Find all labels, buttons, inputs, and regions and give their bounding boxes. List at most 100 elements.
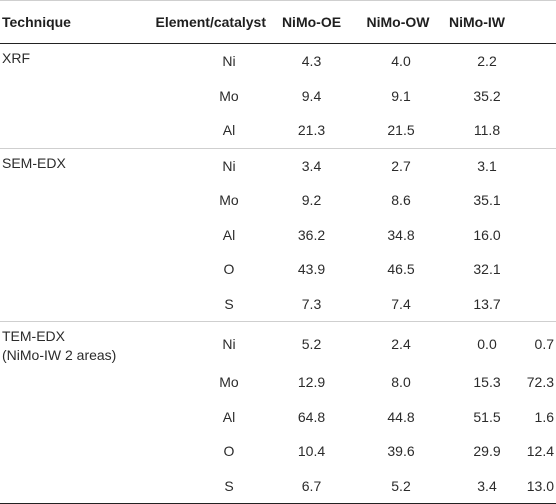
table-row: Al 36.2 34.8 16.0 xyxy=(0,218,556,253)
header-nimo-iw: NiMo-IW xyxy=(441,0,556,44)
nimo-ow-cell: 34.8 xyxy=(387,226,415,243)
nimo-iw-area2-cell xyxy=(519,148,556,183)
nimo-ow-cell: 46.5 xyxy=(387,261,415,278)
nimo-ow-cell: 8.6 xyxy=(391,192,411,209)
nimo-ow-cell: 2.4 xyxy=(391,335,411,352)
nimo-ow-cell: 7.4 xyxy=(355,286,441,322)
nimo-oe-cell: 5.2 xyxy=(301,335,322,352)
element-cell: Al xyxy=(222,408,236,425)
nimo-iw-area2-cell: 12.4 xyxy=(526,443,555,460)
nimo-oe-cell: 7.3 xyxy=(268,286,355,322)
technique-cell-empty xyxy=(0,79,138,114)
technique-cell-empty xyxy=(0,252,138,287)
nimo-oe-cell: 6.7 xyxy=(268,468,355,504)
nimo-oe-cell: 4.3 xyxy=(301,53,322,70)
nimo-iw-area2-cell xyxy=(519,252,556,287)
element-cell: S xyxy=(138,468,268,504)
table-row: Mo 12.9 8.0 15.3 72.3 xyxy=(0,365,556,400)
table-row: SEM-EDX Ni 3.4 2.7 3.1 xyxy=(0,148,556,183)
nimo-iw-area2-cell xyxy=(519,44,556,79)
table-row: Mo 9.4 9.1 35.2 xyxy=(0,79,556,114)
nimo-oe-cell: 12.9 xyxy=(297,374,326,391)
nimo-iw-cell: 11.8 xyxy=(441,113,519,149)
nimo-iw-area2-cell: 72.3 xyxy=(526,374,555,391)
nimo-iw-area2-cell xyxy=(519,183,556,218)
header-element-catalyst: Element/catalyst xyxy=(138,0,268,44)
table-body: XRF Ni 4.3 4.0 2.2 Mo 9.4 9.1 35.2 Al 21.3 21.5 11.8… xyxy=(0,44,556,504)
nimo-iw-cell: 35.1 xyxy=(473,192,501,209)
nimo-iw-cell: 51.5 xyxy=(473,408,501,425)
technique-cell: XRF xyxy=(0,44,138,79)
nimo-ow-cell: 2.7 xyxy=(391,157,411,174)
nimo-iw-area2-cell: 1.6 xyxy=(534,408,555,425)
nimo-iw-cell: 32.1 xyxy=(473,261,501,278)
nimo-oe-cell: 64.8 xyxy=(297,408,326,425)
technique-cell-empty xyxy=(0,365,138,400)
nimo-oe-cell: 9.4 xyxy=(301,87,322,104)
nimo-oe-cell: 3.4 xyxy=(301,157,322,174)
element-cell: Mo xyxy=(219,87,239,104)
table-row: S 7.3 7.4 13.7 xyxy=(0,286,556,322)
nimo-iw-area2-cell xyxy=(519,286,556,322)
nimo-iw-area2-cell xyxy=(519,113,556,149)
nimo-ow-cell: 44.8 xyxy=(387,408,415,425)
nimo-ow-cell: 8.0 xyxy=(391,374,411,391)
technique-label: SEM-EDX xyxy=(2,154,66,171)
element-cell: Ni xyxy=(222,53,236,70)
header-nimo-ow: NiMo-OW xyxy=(355,0,441,44)
header-row: Technique Element/catalyst NiMo-OE NiMo-… xyxy=(0,0,556,44)
technique-label: XRF xyxy=(2,50,30,66)
technique-cell: SEM-EDX xyxy=(0,148,138,183)
nimo-oe-cell: 43.9 xyxy=(297,261,326,278)
nimo-ow-cell: 9.1 xyxy=(391,87,411,104)
nimo-iw-cell: 16.0 xyxy=(473,226,501,243)
table-row: TEM-EDX (NiMo-IW 2 areas) Ni 5.2 2.4 0.0 0.7 xyxy=(0,322,556,366)
element-cell: O xyxy=(223,443,235,460)
element-cell: S xyxy=(138,286,268,322)
element-cell: Mo xyxy=(219,192,239,209)
nimo-iw-cell: 0.0 xyxy=(477,335,497,352)
nimo-oe-cell: 21.3 xyxy=(268,113,355,149)
element-cell: Al xyxy=(138,113,268,149)
technique-cell-empty xyxy=(0,468,138,504)
technique-cell-empty xyxy=(0,434,138,469)
element-cell: Ni xyxy=(222,157,236,174)
table-row: Al 64.8 44.8 51.5 1.6 xyxy=(0,400,556,435)
table-row: O 43.9 46.5 32.1 xyxy=(0,252,556,287)
element-cell: O xyxy=(223,261,235,278)
table-row: XRF Ni 4.3 4.0 2.2 xyxy=(0,44,556,79)
nimo-iw-cell: 13.7 xyxy=(441,286,519,322)
nimo-oe-cell: 9.2 xyxy=(301,192,322,209)
nimo-ow-cell: 39.6 xyxy=(387,443,415,460)
element-cell: Ni xyxy=(222,335,236,352)
technique-label: TEM-EDX xyxy=(2,328,65,344)
nimo-oe-cell: 10.4 xyxy=(297,443,326,460)
nimo-iw-area2-cell xyxy=(519,79,556,114)
nimo-iw-area2-cell xyxy=(519,218,556,253)
technique-cell-empty xyxy=(0,218,138,253)
technique-cell-empty xyxy=(0,183,138,218)
technique-cell: TEM-EDX (NiMo-IW 2 areas) xyxy=(0,322,138,366)
nimo-iw-cell: 29.9 xyxy=(473,443,501,460)
nimo-ow-cell: 21.5 xyxy=(355,113,441,149)
technique-sublabel: (NiMo-IW 2 areas) xyxy=(2,347,117,363)
nimo-iw-cell: 35.2 xyxy=(473,87,501,104)
nimo-oe-cell: 36.2 xyxy=(297,226,326,243)
table-row: O 10.4 39.6 29.9 12.4 xyxy=(0,434,556,469)
nimo-iw-cell: 3.1 xyxy=(477,157,497,174)
technique-cell-empty xyxy=(0,113,138,149)
technique-cell-empty xyxy=(0,286,138,322)
nimo-iw-cell: 15.3 xyxy=(473,374,501,391)
table-row: Mo 9.2 8.6 35.1 xyxy=(0,183,556,218)
header-technique: Technique xyxy=(0,0,138,44)
table-row: S 6.7 5.2 3.4 13.0 xyxy=(0,468,556,504)
element-cell: Al xyxy=(222,226,236,243)
nimo-iw-cell: 3.4 xyxy=(441,468,519,504)
nimo-ow-cell: 4.0 xyxy=(391,53,411,70)
nimo-iw-area2-cell: 0.7 xyxy=(534,335,555,352)
nimo-iw-cell: 2.2 xyxy=(477,53,497,70)
table-row: Al 21.3 21.5 11.8 xyxy=(0,113,556,149)
nimo-iw-area2-cell: 13.0 xyxy=(519,468,556,504)
